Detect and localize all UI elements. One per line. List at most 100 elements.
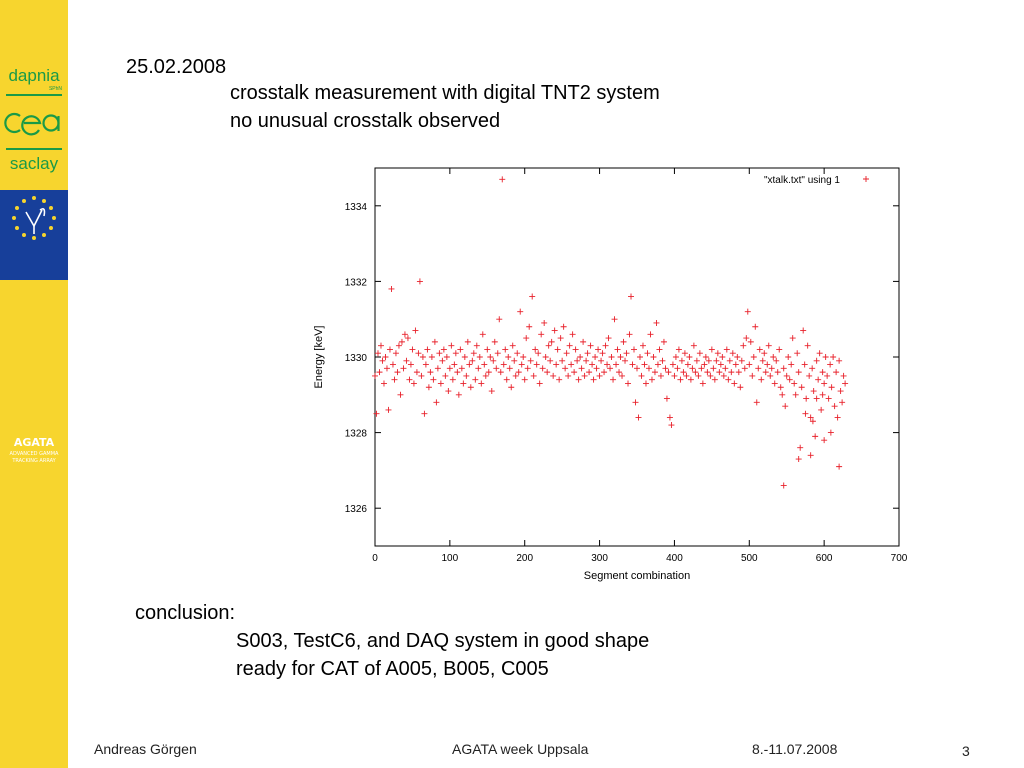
data-point [479, 331, 486, 338]
data-point [824, 372, 831, 379]
data-point [502, 346, 509, 353]
data-point [412, 327, 419, 334]
data-point [782, 403, 789, 410]
x-tick-label: 200 [516, 553, 533, 564]
data-point [756, 346, 763, 353]
agata-logo-icon: AGATA ADVANCED GAMMA TRACKING ARRAY [0, 190, 68, 464]
data-point [490, 357, 497, 364]
data-point [771, 380, 778, 387]
data-point [677, 376, 684, 383]
data-point [415, 350, 422, 357]
data-point [619, 372, 626, 379]
data-point [684, 361, 691, 368]
data-point [629, 361, 636, 368]
data-point [731, 380, 738, 387]
data-point [758, 376, 765, 383]
data-point [487, 354, 494, 360]
data-point [374, 350, 381, 357]
data-point [431, 338, 438, 345]
data-point [422, 361, 429, 368]
data-point [598, 357, 605, 364]
x-tick-label: 600 [816, 553, 833, 564]
eu-stars-icon [12, 196, 56, 240]
data-point [406, 376, 413, 383]
data-point [373, 410, 380, 417]
data-point [499, 176, 506, 183]
data-point [542, 354, 549, 360]
data-point [807, 414, 814, 421]
data-point [759, 357, 766, 364]
data-point [463, 372, 470, 379]
data-point [397, 391, 404, 398]
data-point [819, 369, 826, 376]
data-point [445, 388, 452, 395]
data-point [719, 354, 726, 360]
data-point [803, 395, 810, 402]
data-point [774, 369, 781, 376]
data-point [636, 354, 643, 360]
data-point [383, 365, 390, 372]
data-point [657, 372, 664, 379]
data-point [407, 361, 414, 368]
data-point [821, 380, 828, 387]
data-point [449, 376, 456, 383]
data-point [743, 335, 750, 342]
agata-title: AGATA [13, 436, 55, 449]
y-tick-label: 1326 [345, 504, 368, 515]
data-point [813, 395, 820, 402]
data-point [672, 354, 679, 360]
data-point [575, 376, 582, 383]
data-point [699, 380, 706, 387]
data-point [656, 346, 663, 353]
cea-logo-icon [4, 112, 60, 136]
data-point [509, 342, 516, 349]
data-point [625, 380, 632, 387]
data-point [404, 335, 411, 342]
data-point [394, 369, 401, 376]
data-point [548, 338, 555, 345]
data-point [768, 365, 775, 372]
data-point [523, 335, 530, 342]
data-point [472, 376, 479, 383]
data-point [557, 335, 564, 342]
data-point [635, 414, 642, 421]
data-point [654, 361, 661, 368]
data-point [587, 342, 594, 349]
data-point [806, 372, 813, 379]
data-point [467, 384, 474, 391]
data-point [834, 414, 841, 421]
data-point [681, 350, 688, 357]
data-point [556, 376, 563, 383]
data-point [626, 331, 633, 338]
dapnia-logo-text: dapnia [8, 66, 60, 85]
data-point [574, 357, 581, 364]
data-point [544, 369, 551, 376]
x-tick-label: 700 [891, 553, 908, 564]
data-point [734, 354, 741, 360]
data-point [686, 354, 693, 360]
data-point [578, 365, 585, 372]
data-point [398, 338, 405, 345]
data-point [809, 365, 816, 372]
data-point [424, 346, 431, 353]
data-point [413, 369, 420, 376]
data-point [380, 380, 387, 387]
data-point [392, 350, 399, 357]
data-point [795, 456, 802, 463]
data-point [749, 372, 756, 379]
conclusion-line: ready for CAT of A005, B005, C005 [236, 658, 549, 680]
data-points [372, 176, 849, 489]
data-point [687, 376, 694, 383]
data-point [753, 399, 760, 406]
data-point [680, 369, 687, 376]
data-point [663, 395, 670, 402]
data-point [818, 406, 825, 413]
legend-marker [863, 176, 869, 182]
data-point [382, 354, 389, 360]
axis-ticks: 0 100 200 300 400 500 600 700 1326 1328 1330 1332 13… [345, 168, 908, 564]
data-point [605, 335, 612, 342]
data-point [764, 361, 771, 368]
data-point [595, 346, 602, 353]
data-point [675, 346, 682, 353]
data-point [434, 365, 441, 372]
